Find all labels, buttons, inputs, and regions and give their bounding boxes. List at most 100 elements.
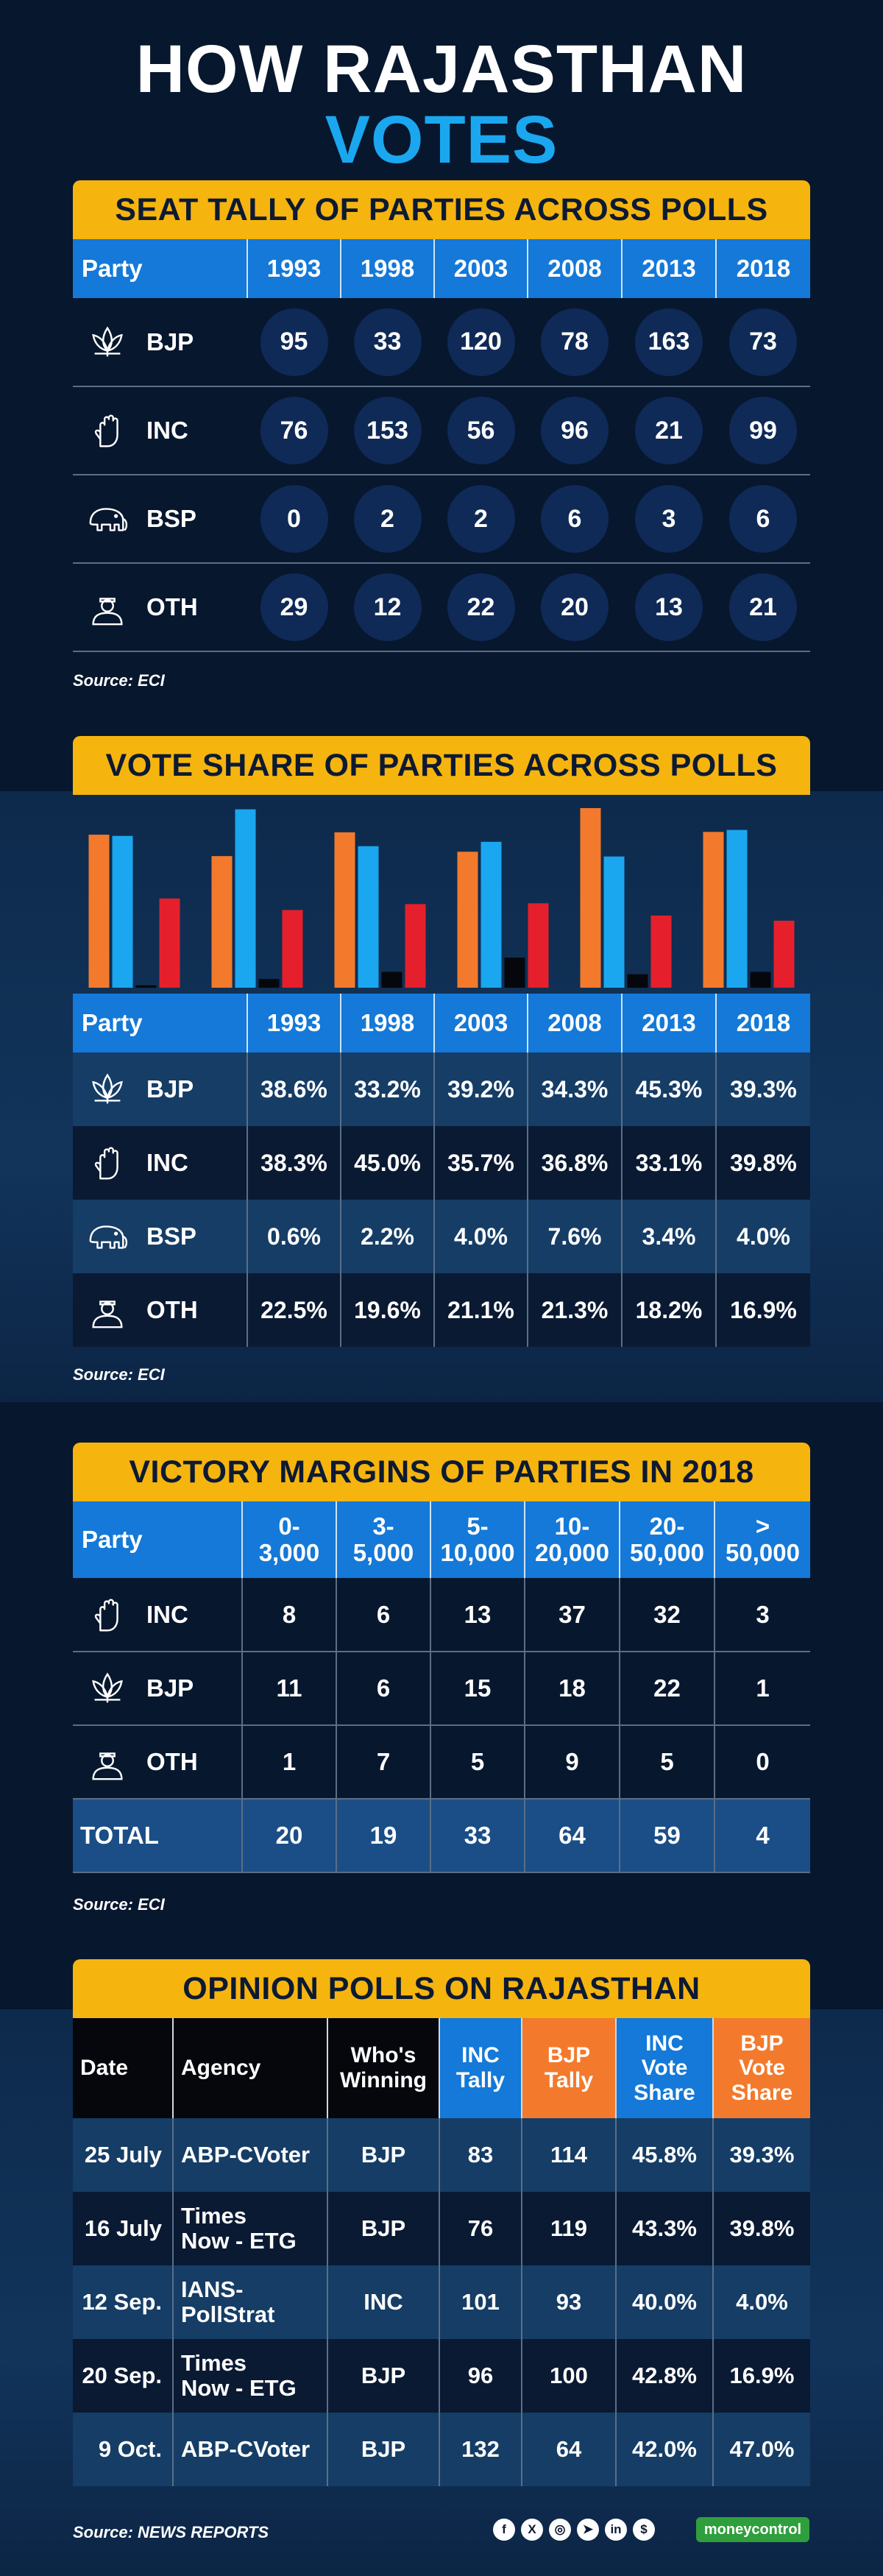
vote-share-value: 38.6%: [247, 1052, 341, 1126]
vote-share-value: 39.3%: [716, 1052, 810, 1126]
party-name: BSP: [146, 1222, 196, 1250]
poll-bjp-share: 39.3%: [713, 2118, 810, 2192]
party-cell: INC: [73, 386, 247, 475]
poll-inc-tally: 101: [439, 2265, 522, 2339]
vote-share-bar: [258, 979, 280, 988]
vote-share-value: 19.6%: [341, 1273, 435, 1347]
vote-share-bar: [580, 808, 601, 988]
telegram-icon[interactable]: ➤: [577, 2519, 599, 2541]
header-inc-share: INC Vote Share: [616, 2018, 714, 2118]
facebook-icon[interactable]: f: [493, 2519, 515, 2541]
header-bracket: 20- 50,000: [620, 1501, 715, 1578]
page-title-line2: VOTES: [325, 102, 558, 177]
seat-value: 22: [434, 563, 528, 652]
vote-share-value: 45.0%: [341, 1126, 435, 1200]
poll-agency: ABP-CVoter: [173, 2118, 328, 2192]
vote-share-value: 39.2%: [434, 1052, 528, 1126]
margin-value: 1: [242, 1725, 337, 1800]
party-cell: INC: [73, 1578, 243, 1652]
opinion-polls-table: Date Agency Who's Winning INC Tally BJP Tal…: [73, 2018, 810, 2486]
vote-share-value: 18.2%: [622, 1273, 717, 1347]
vote-share-source: Source: ECI: [73, 1365, 165, 1384]
poll-row: 20 Sep. Times Now - ETG BJP 96 100 42.8% …: [73, 2339, 810, 2413]
total-value: 20: [242, 1799, 337, 1873]
poll-inc-tally: 132: [439, 2413, 522, 2486]
opinion-polls-banner: OPINION POLLS ON RAJASTHAN: [73, 1959, 810, 2018]
total-value: 4: [714, 1799, 810, 1873]
vote-share-value: 35.7%: [434, 1126, 528, 1200]
margin-value: 6: [336, 1652, 431, 1726]
party-name: INC: [146, 1600, 188, 1628]
party-cell: OTH: [73, 563, 247, 652]
header-bjp-share: BJP Vote Share: [713, 2018, 810, 2118]
vote-share-header-row: Party 1993 1998 2003 2008 2013 2018: [73, 994, 810, 1052]
moneycontrol-logo: moneycontrol: [696, 2517, 809, 2542]
party-name: OTH: [146, 1748, 198, 1775]
seat-value: 0: [247, 475, 341, 564]
vote-share-bar: [650, 915, 672, 988]
margins-row-inc: INC 8 6 13 37 32 3: [73, 1578, 810, 1652]
lotus-icon: [92, 1073, 123, 1104]
victory-margins-banner: VICTORY MARGINS OF PARTIES IN 2018: [73, 1443, 810, 1501]
linkedin-icon[interactable]: in: [605, 2519, 627, 2541]
seat-tally-row-oth: OTH 29 12 22 20 13 21: [73, 563, 810, 652]
seat-value: 76: [247, 386, 341, 475]
header-agency: Agency: [173, 2018, 328, 2118]
social-icons: f X ◎ ➤ in $: [493, 2519, 655, 2541]
margins-row-bjp: BJP 11 6 15 18 22 1: [73, 1652, 810, 1726]
seat-value: 12: [341, 563, 434, 652]
poll-date: 12 Sep.: [73, 2265, 174, 2339]
seat-value: 153: [341, 386, 434, 475]
margin-value: 13: [430, 1578, 525, 1652]
seat-tally-header-row: Party 1993 1998 2003 2008 2013 2018: [73, 239, 810, 298]
party-name: BJP: [146, 328, 194, 355]
elephant-icon: [89, 508, 128, 531]
instagram-icon[interactable]: ◎: [549, 2519, 571, 2541]
vote-share-bar: [381, 972, 403, 988]
vote-share-bar: [528, 903, 549, 988]
vote-share-table: Party 1993 1998 2003 2008 2013 2018 BJP …: [73, 994, 810, 1347]
vote-share-bar: [750, 972, 771, 988]
vote-share-bar: [282, 910, 303, 988]
vote-share-bar: [88, 835, 110, 988]
x-icon[interactable]: X: [521, 2519, 543, 2541]
vote-share-bar: [504, 958, 525, 988]
total-value: 59: [620, 1799, 715, 1873]
party-cell: INC: [73, 1126, 248, 1200]
header-inc-tally: INC Tally: [439, 2018, 522, 2118]
seat-value: 29: [247, 563, 341, 652]
vote-share-banner: VOTE SHARE OF PARTIES ACROSS POLLS: [73, 736, 810, 795]
person-icon: [92, 598, 123, 626]
party-name: BJP: [146, 1075, 194, 1103]
margin-value: 8: [242, 1578, 337, 1652]
poll-date: 25 July: [73, 2118, 174, 2192]
poll-inc-tally: 76: [439, 2192, 522, 2265]
poll-bjp-share: 47.0%: [713, 2413, 810, 2486]
poll-inc-share: 42.0%: [616, 2413, 714, 2486]
vote-share-value: 34.3%: [528, 1052, 623, 1126]
vote-share-row-bsp: BSP 0.6% 2.2% 4.0% 7.6% 3.4% 4.0%: [73, 1200, 810, 1273]
page-title-line1: HOW RAJASTHAN: [135, 32, 748, 107]
margin-value: 18: [525, 1652, 620, 1726]
seat-tally-row-bsp: BSP 0 2 2 6 3 6: [73, 475, 810, 564]
vote-share-value: 0.6%: [247, 1200, 341, 1273]
header-year: 2018: [716, 239, 810, 298]
seat-tally-table: Party 1993 1998 2003 2008 2013 2018 BJP …: [73, 239, 810, 652]
margin-value: 32: [620, 1578, 715, 1652]
lotus-icon: [92, 1672, 123, 1703]
vote-share-row-inc: INC 38.3% 45.0% 35.7% 36.8% 33.1% 39.8%: [73, 1126, 810, 1200]
seat-value: 20: [528, 563, 622, 652]
poll-row: 9 Oct. ABP-CVoter BJP 132 64 42.0% 47.0%: [73, 2413, 810, 2486]
seat-value: 78: [528, 298, 622, 387]
vote-share-bar: [457, 852, 478, 988]
hand-icon: [94, 414, 118, 447]
header-year: 1993: [247, 994, 341, 1052]
margin-value: 22: [620, 1652, 715, 1726]
seat-value: 96: [528, 386, 622, 475]
seat-value: 33: [341, 298, 434, 387]
vote-share-value: 33.1%: [622, 1126, 717, 1200]
party-name: OTH: [146, 593, 198, 620]
header-year: 1998: [341, 994, 435, 1052]
vote-share-value: 4.0%: [716, 1200, 810, 1273]
header-bracket: 5- 10,000: [430, 1501, 525, 1578]
